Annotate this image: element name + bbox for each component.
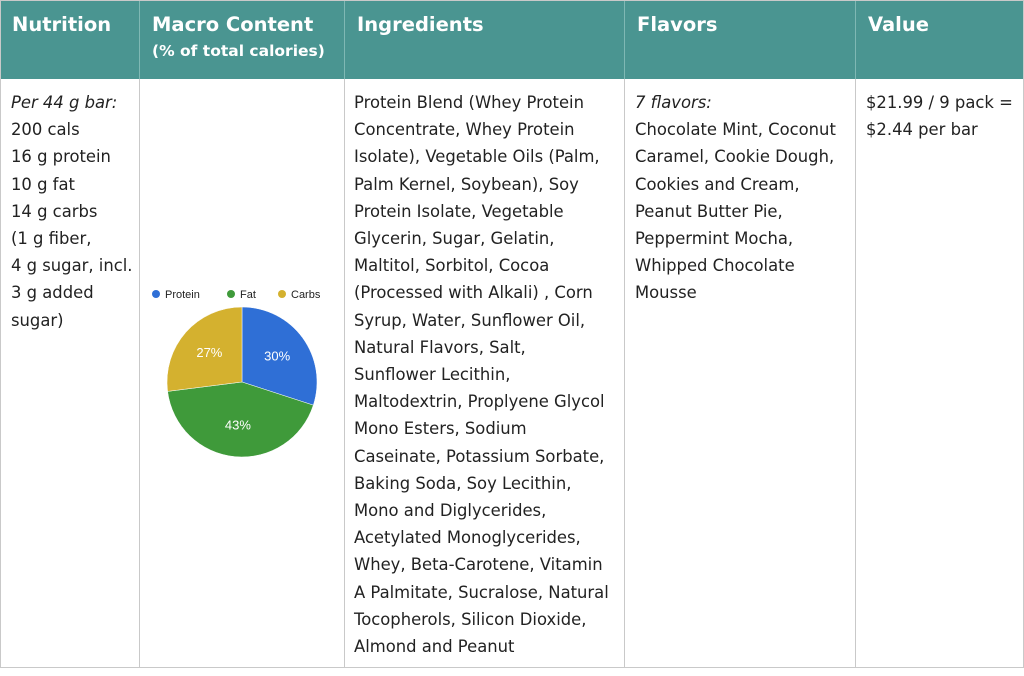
nutrition-serving: Per 44 g bar: — [11, 93, 118, 112]
nutrition-line: 16 g protein — [11, 147, 111, 167]
legend-swatch — [278, 290, 286, 298]
table-header-row: Nutrition Macro Content (% of total calo… — [0, 0, 1024, 79]
value-line: $21.99 / 9 pack = — [866, 93, 1013, 112]
header-macro-title: Macro Content — [152, 13, 314, 36]
ingredient-line: Baking Soda, Soy Lecithin, — [354, 473, 572, 493]
cell-ingredients: Protein Blend (Whey Protein Concentrate,… — [345, 79, 625, 668]
ingredient-line: Acetylated Monoglycerides, — [354, 528, 581, 548]
ingredient-line: Almond and Peanut — [354, 637, 515, 657]
ingredient-line: Maltitol, Sorbitol, Cocoa — [354, 256, 550, 276]
flavor-line: Peanut Butter Pie, — [635, 201, 783, 221]
ingredient-line: Mono Esters, Sodium — [354, 419, 527, 439]
header-value: Value — [856, 0, 1024, 79]
ingredient-line: (Processed with Alkali) , Corn — [354, 283, 593, 303]
legend-item-carbs: Carbs — [278, 289, 321, 301]
cell-value: $21.99 / 9 pack = $2.44 per bar — [856, 79, 1024, 668]
legend-item-protein: Protein — [152, 289, 200, 301]
legend-swatch — [227, 290, 235, 298]
table-row: Per 44 g bar: 200 cals 16 g protein 10 g… — [0, 79, 1024, 668]
legend-swatch — [152, 290, 160, 298]
ingredient-line: Palm Kernel, Soybean), Soy — [354, 174, 579, 194]
header-nutrition-label: Nutrition — [12, 13, 112, 36]
nutrition-line: 10 g fat — [11, 174, 75, 194]
ingredient-line: Isolate), Vegetable Oils (Palm, — [354, 147, 600, 167]
header-nutrition: Nutrition — [0, 0, 140, 79]
nutrition-line: 4 g sugar, incl. — [11, 256, 133, 276]
cell-nutrition: Per 44 g bar: 200 cals 16 g protein 10 g… — [0, 79, 140, 668]
legend-item-fat: Fat — [227, 289, 256, 301]
ingredient-line: Whey, Beta-Carotene, Vitamin — [354, 555, 603, 575]
macro-pie-chart: Protein Fat Carbs 30% 43% 27% — [152, 289, 321, 458]
flavor-line: Caramel, Cookie Dough, — [635, 147, 835, 167]
flavor-line: Mousse — [635, 283, 697, 303]
flavor-line: Cookies and Cream, — [635, 174, 800, 194]
nutrition-line: 3 g added — [11, 283, 94, 303]
flavors-intro: 7 flavors: — [635, 93, 712, 112]
ingredient-line: Sunflower Lecithin, — [354, 365, 511, 385]
header-value-label: Value — [868, 13, 929, 36]
legend-label: Carbs — [291, 289, 321, 301]
flavor-line: Whipped Chocolate — [635, 256, 795, 276]
header-flavors: Flavors — [625, 0, 856, 79]
pie-label-protein: 30% — [264, 348, 290, 363]
nutrition-line: 14 g carbs — [11, 201, 98, 221]
cell-flavors: 7 flavors: Chocolate Mint, Coconut Caram… — [625, 79, 856, 668]
ingredient-line: Maltodextrin, Proplyene Glycol — [354, 392, 605, 412]
ingredient-line: Tocopherols, Silicon Dioxide, — [354, 609, 587, 629]
ingredient-line: Glycerin, Sugar, Gelatin, — [354, 229, 555, 249]
flavor-line: Chocolate Mint, Coconut — [635, 120, 836, 140]
ingredient-line: Protein Isolate, Vegetable — [354, 201, 564, 221]
pie-label-carbs: 27% — [196, 345, 222, 360]
value-line: $2.44 per bar — [866, 120, 978, 140]
legend-label: Protein — [165, 289, 200, 301]
ingredient-line: Natural Flavors, Salt, — [354, 337, 526, 357]
pie-label-fat: 43% — [225, 417, 251, 432]
flavor-line: Peppermint Mocha, — [635, 229, 794, 249]
header-ingredients-label: Ingredients — [357, 13, 484, 36]
pie-slice-protein — [241, 306, 318, 406]
ingredient-line: Mono and Diglycerides, — [354, 501, 547, 521]
header-macro-subtitle: (% of total calories) — [152, 42, 325, 60]
ingredient-line: Protein Blend (Whey Protein — [354, 93, 584, 112]
ingredient-line: Concentrate, Whey Protein — [354, 120, 575, 140]
header-macro-content: Macro Content (% of total calories) — [140, 0, 345, 79]
legend-label: Fat — [240, 289, 256, 301]
ingredient-line: Caseinate, Potassium Sorbate, — [354, 446, 605, 466]
pie-slice-fat — [167, 381, 314, 458]
nutrition-line: sugar) — [11, 310, 64, 330]
cell-macro-content: Protein Fat Carbs 30% 43% 27% — [140, 79, 345, 668]
header-ingredients: Ingredients — [345, 0, 625, 79]
ingredient-line: A Palmitate, Sucralose, Natural — [354, 582, 609, 602]
header-flavors-label: Flavors — [637, 13, 718, 36]
nutrition-line: 200 cals — [11, 120, 80, 140]
pie-slice-carbs — [166, 306, 243, 392]
nutrition-line: (1 g fiber, — [11, 229, 92, 249]
ingredient-line: Syrup, Water, Sunflower Oil, — [354, 310, 586, 330]
